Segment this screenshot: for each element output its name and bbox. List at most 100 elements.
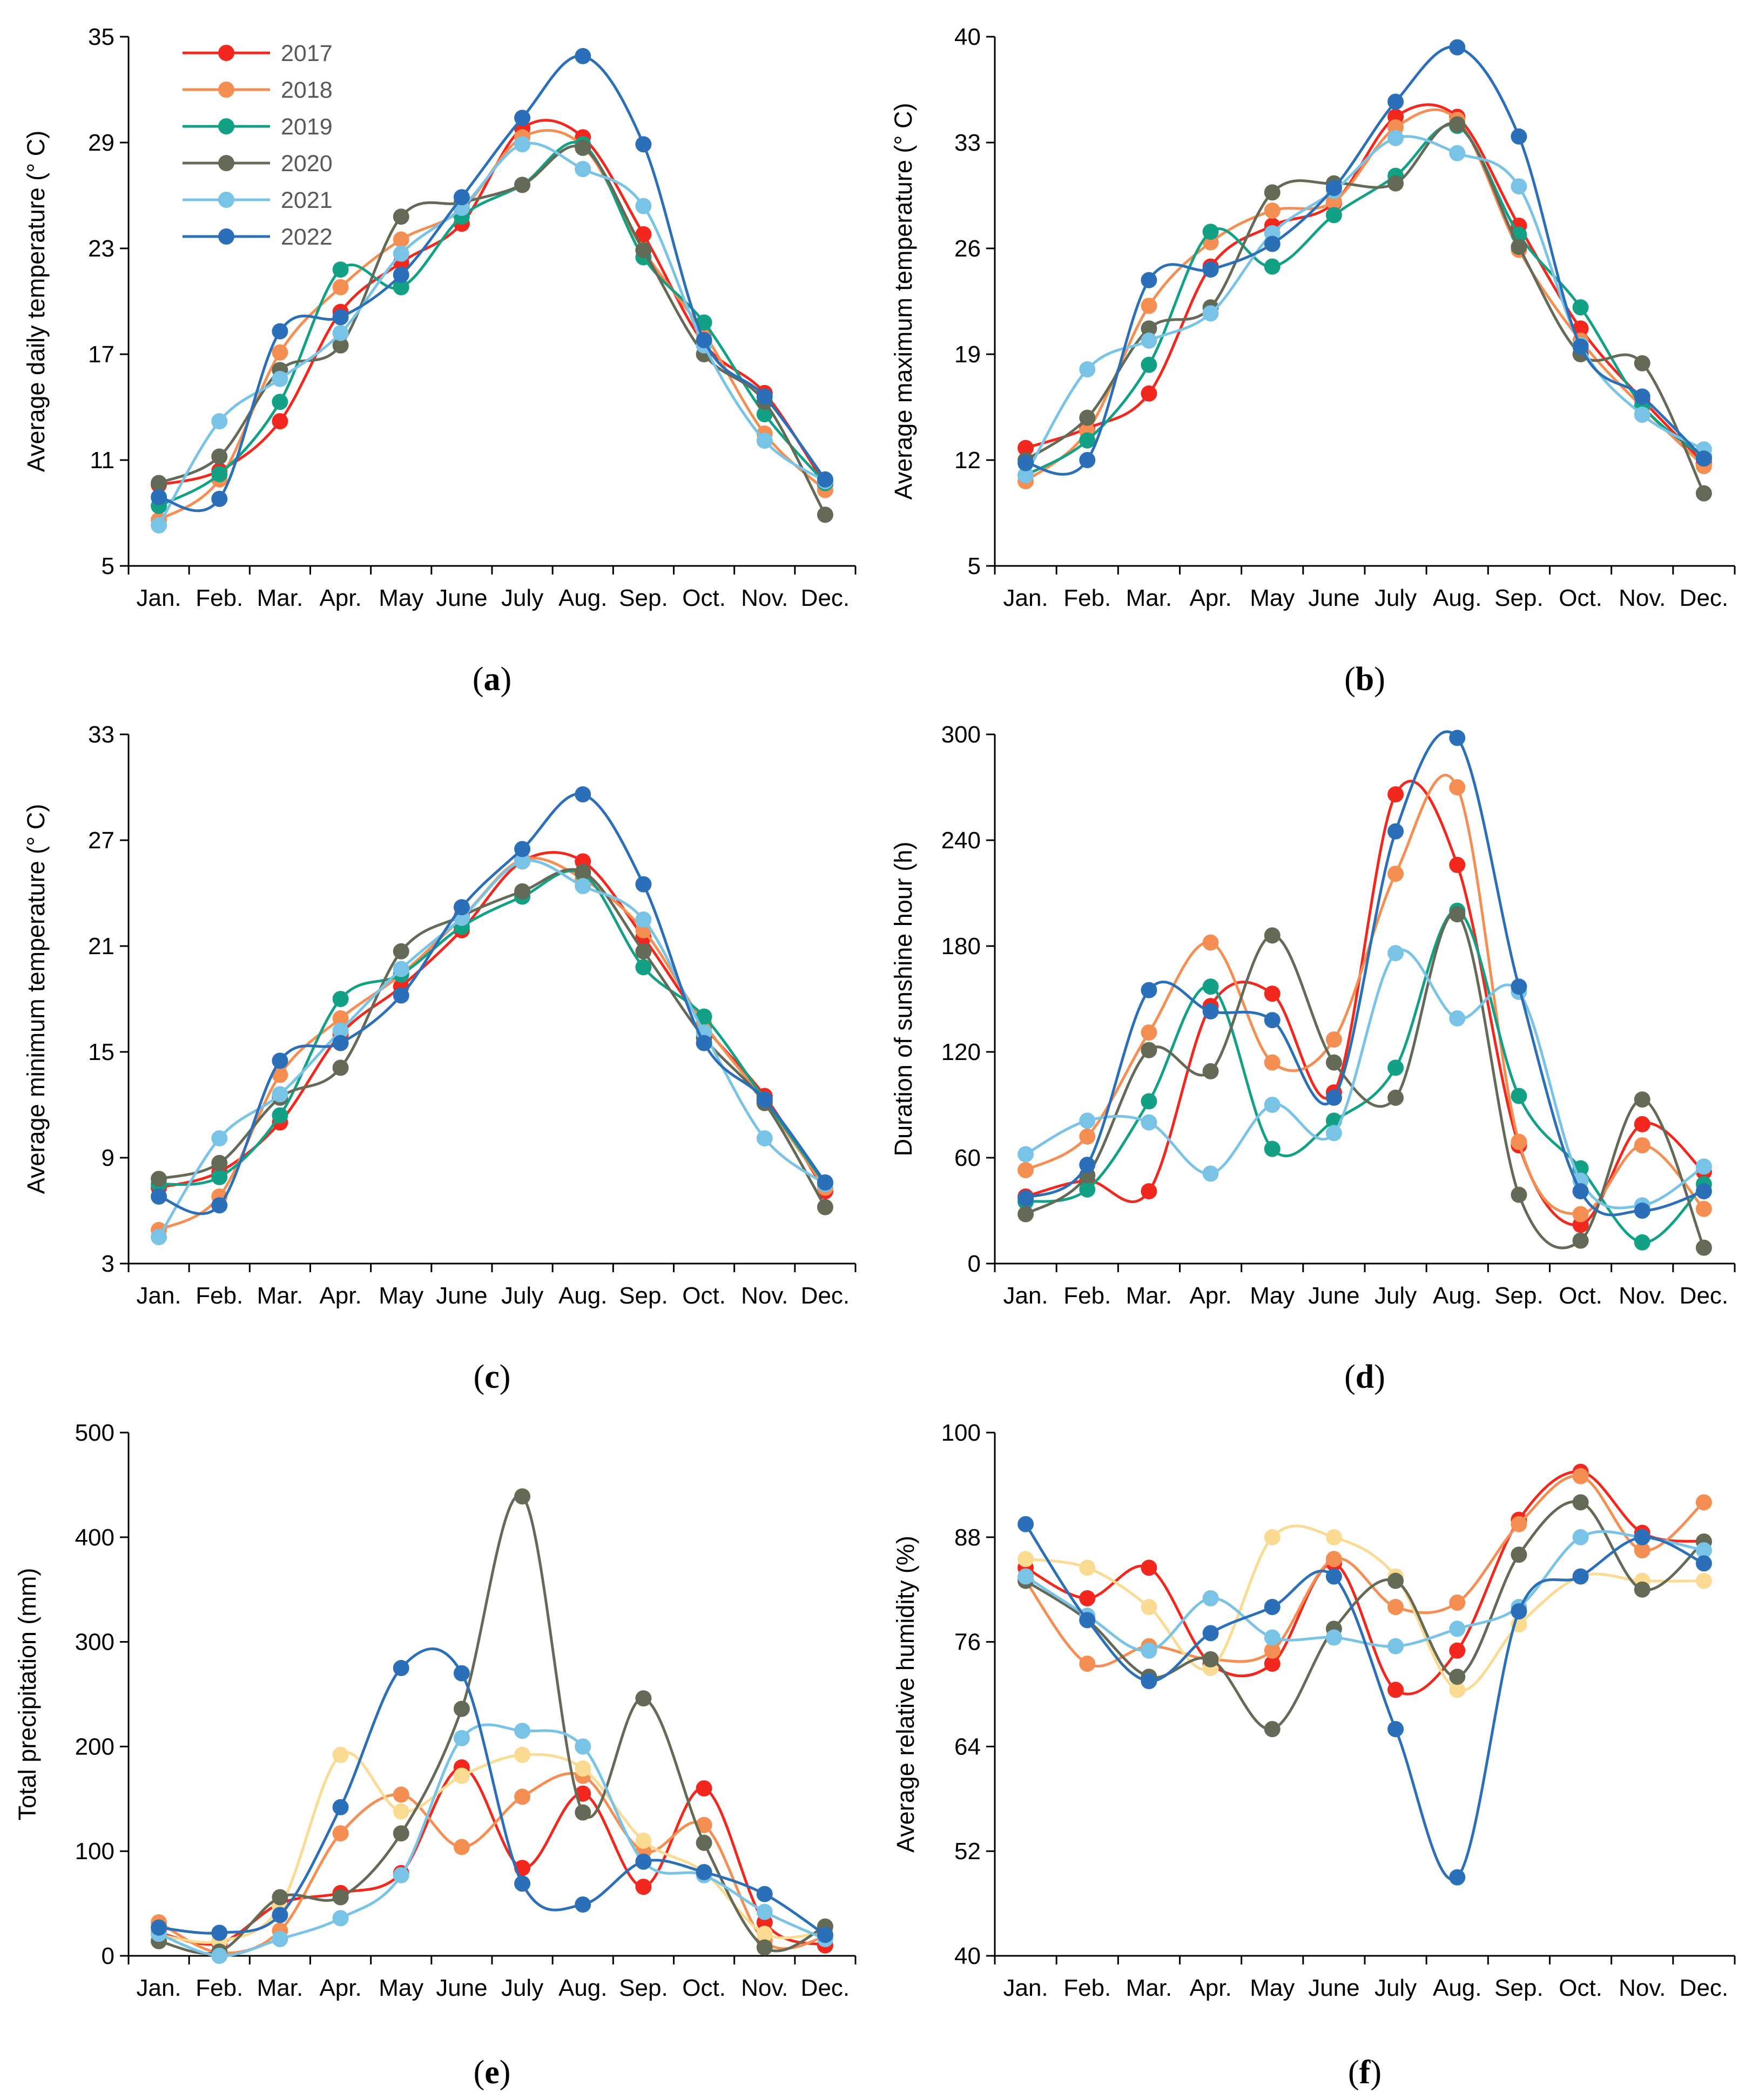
data-point [1449, 1669, 1466, 1685]
data-point [1449, 1010, 1466, 1027]
data-point [1325, 180, 1342, 196]
data-point [1017, 1162, 1034, 1178]
x-tick-label: Jan. [136, 1975, 181, 2001]
data-point [1695, 1494, 1712, 1511]
data-point [1387, 93, 1404, 110]
data-point [1202, 305, 1219, 322]
legend-label: 2017 [281, 40, 333, 66]
data-point [453, 1730, 470, 1746]
x-tick-label: June [436, 1282, 487, 1309]
data-point [1449, 906, 1466, 923]
data-point [1572, 1232, 1589, 1249]
data-point [393, 943, 409, 960]
x-tick-label: Dec. [1680, 585, 1728, 611]
data-point [1387, 1599, 1404, 1615]
legend-label: 2022 [281, 224, 333, 250]
y-tick-label: 23 [88, 235, 114, 262]
data-point [151, 1188, 167, 1205]
data-point [1202, 1165, 1219, 1182]
x-tick-label: Feb. [196, 1975, 243, 2001]
y-axis-title: Average daily temperature (° C) [22, 131, 50, 472]
y-tick-label: 17 [88, 341, 114, 368]
data-point [272, 1889, 288, 1906]
data-point [453, 1665, 470, 1682]
data-point [453, 1767, 470, 1784]
data-point [1141, 272, 1157, 288]
legend-entry: 2022 [183, 224, 333, 250]
data-point [272, 323, 288, 340]
data-point [1079, 1655, 1096, 1672]
y-tick-label: 15 [88, 1039, 114, 1065]
data-point [1387, 786, 1404, 803]
series-line [157, 859, 826, 1238]
data-point [1017, 1568, 1034, 1585]
data-point [1572, 1494, 1589, 1511]
x-tick-label: Dec. [801, 1282, 850, 1309]
y-tick-label: 64 [954, 1733, 981, 1760]
panel-caption: (c) [474, 1359, 511, 1395]
x-tick-label: Nov. [741, 1282, 788, 1309]
x-tick-label: Dec. [1680, 1975, 1728, 2001]
legend-marker [218, 192, 234, 208]
series-2018 [1017, 774, 1712, 1223]
x-tick-label: June [1308, 1282, 1359, 1309]
x-tick-label: June [1308, 585, 1359, 611]
x-tick-label: Oct. [1559, 1282, 1602, 1309]
data-point [1141, 1183, 1157, 1200]
x-tick-label: July [1374, 585, 1417, 611]
data-point [1325, 207, 1342, 224]
x-tick-label: Oct. [682, 585, 726, 611]
data-point [575, 139, 591, 156]
data-point [1695, 1555, 1712, 1572]
data-point [756, 1903, 773, 1920]
y-tick-label: 5 [102, 553, 114, 579]
data-point [575, 1760, 591, 1777]
x-tick-label: Dec. [801, 585, 850, 611]
x-tick-label: Sep. [1494, 1282, 1544, 1309]
data-point [1202, 1063, 1219, 1079]
y-tick-label: 88 [954, 1524, 981, 1551]
y-axis-title: Total precipitation (mm) [14, 1568, 41, 1821]
legend-entry: 2019 [183, 114, 333, 140]
legend-marker [218, 82, 234, 98]
data-point [1264, 235, 1281, 252]
y-tick-label: 9 [102, 1145, 114, 1171]
x-tick-label: Nov. [1619, 585, 1666, 611]
data-point [272, 344, 288, 361]
data-point [1202, 934, 1219, 951]
data-point [635, 226, 652, 242]
data-point [1141, 356, 1157, 373]
panel-caption: (b) [1344, 661, 1385, 698]
panel-caption: (f) [1348, 2054, 1382, 2091]
data-point [1141, 982, 1157, 998]
y-tick-label: 40 [954, 1943, 981, 1969]
x-tick-label: May [1250, 585, 1295, 611]
data-point [332, 261, 349, 278]
data-point [756, 388, 773, 405]
data-point [1634, 388, 1650, 405]
data-point [1572, 339, 1589, 355]
data-point [1264, 1599, 1281, 1615]
x-tick-label: July [1374, 1975, 1417, 2001]
data-point [1264, 1642, 1281, 1659]
data-point [393, 1825, 409, 1842]
data-point [1695, 1572, 1712, 1589]
data-point [1634, 1116, 1650, 1132]
data-point [1079, 452, 1096, 468]
legend-entry: 2021 [183, 187, 333, 213]
legend-label: 2021 [281, 187, 333, 213]
data-point [272, 394, 288, 410]
x-tick-label: May [1250, 1282, 1295, 1309]
panel-caption-letter: a [484, 661, 501, 698]
data-point [635, 1832, 652, 1849]
data-point [1511, 1133, 1527, 1150]
y-tick-label: 300 [941, 721, 981, 748]
data-point [393, 208, 409, 225]
panel-caption-letter: f [1359, 2054, 1371, 2091]
data-point [1449, 1620, 1466, 1637]
y-tick-label: 19 [954, 341, 981, 368]
x-tick-label: Feb. [196, 1282, 243, 1309]
data-point [1079, 409, 1096, 426]
data-point [1634, 1137, 1650, 1154]
series-2022 [1017, 1516, 1712, 1886]
